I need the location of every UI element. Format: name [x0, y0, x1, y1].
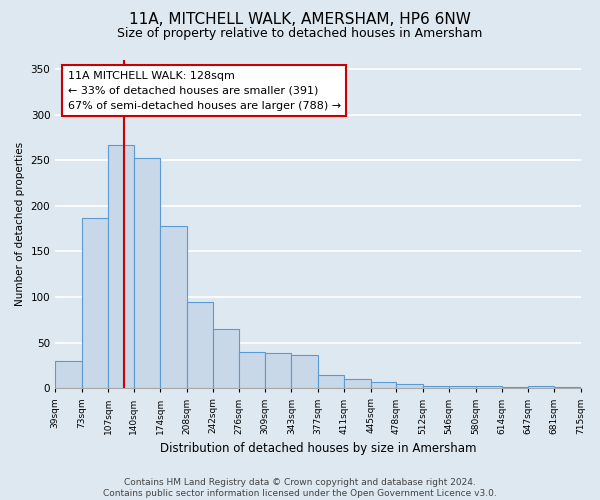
Bar: [449, 386, 476, 388]
Bar: [134, 158, 160, 388]
Y-axis label: Number of detached properties: Number of detached properties: [15, 142, 25, 306]
Bar: [318, 376, 344, 388]
Bar: [108, 145, 134, 388]
Text: 11A MITCHELL WALK: 128sqm
← 33% of detached houses are smaller (391)
67% of semi: 11A MITCHELL WALK: 128sqm ← 33% of detac…: [68, 71, 341, 110]
Text: 11A, MITCHELL WALK, AMERSHAM, HP6 6NW: 11A, MITCHELL WALK, AMERSHAM, HP6 6NW: [129, 12, 471, 28]
Bar: [213, 329, 239, 388]
Bar: [397, 384, 423, 388]
Bar: [55, 361, 82, 388]
Bar: [292, 354, 318, 388]
Bar: [160, 226, 187, 388]
Bar: [344, 379, 371, 388]
Bar: [371, 382, 397, 388]
Text: Size of property relative to detached houses in Amersham: Size of property relative to detached ho…: [118, 28, 482, 40]
Bar: [187, 302, 213, 388]
X-axis label: Distribution of detached houses by size in Amersham: Distribution of detached houses by size …: [160, 442, 476, 455]
Bar: [423, 386, 449, 388]
Text: Contains HM Land Registry data © Crown copyright and database right 2024.
Contai: Contains HM Land Registry data © Crown c…: [103, 478, 497, 498]
Bar: [239, 352, 265, 389]
Bar: [265, 352, 292, 388]
Bar: [527, 386, 554, 388]
Bar: [82, 218, 108, 388]
Bar: [476, 386, 502, 388]
